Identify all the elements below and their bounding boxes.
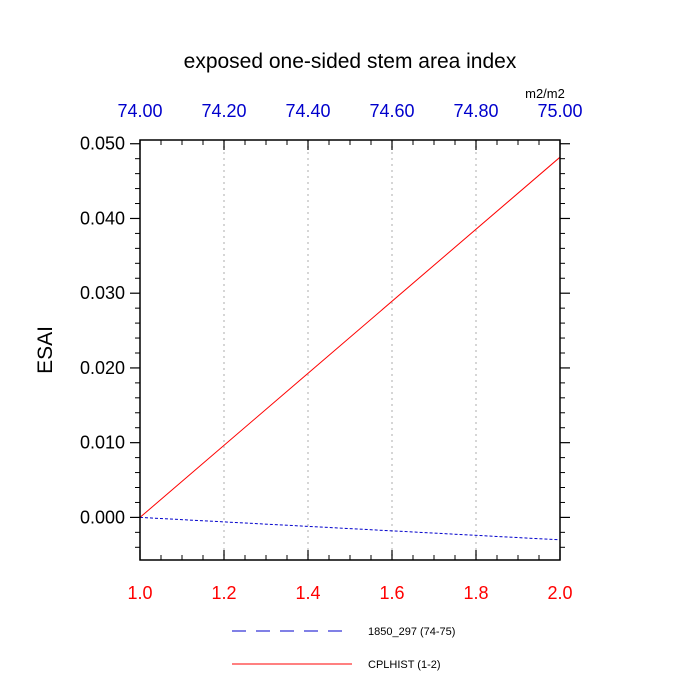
- top-tick-label: 74.80: [453, 101, 498, 121]
- series-line: [139, 156, 561, 518]
- units-label: m2/m2: [525, 86, 565, 101]
- top-tick-label: 74.60: [369, 101, 414, 121]
- x-tick-label: 1.6: [379, 583, 404, 603]
- y-tick-label: 0.000: [80, 507, 125, 527]
- x-tick-label: 1.0: [127, 583, 152, 603]
- top-tick-label: 75.00: [537, 101, 582, 121]
- y-tick-label: 0.020: [80, 358, 125, 378]
- y-tick-label: 0.030: [80, 283, 125, 303]
- y-tick-label: 0.050: [80, 134, 125, 154]
- plot-frame: [139, 139, 561, 561]
- legend: 1850_297 (74-75) CPLHIST (1-2): [232, 626, 455, 671]
- y-tick-label: 0.040: [80, 208, 125, 228]
- y-tick-label: 0.010: [80, 433, 125, 453]
- x-tick-label: 1.4: [295, 583, 320, 603]
- x-tick-label: 1.8: [463, 583, 488, 603]
- x-tick-label: 2.0: [547, 583, 572, 603]
- x-tick-label: 1.2: [211, 583, 236, 603]
- top-tick-label: 74.40: [285, 101, 330, 121]
- legend-label: CPLHIST (1-2): [368, 659, 441, 671]
- y-axis-label: ESAI: [34, 326, 57, 374]
- top-tick-label: 74.00: [117, 101, 162, 121]
- chart-title: exposed one-sided stem area index: [184, 50, 517, 73]
- legend-label: 1850_297 (74-75): [368, 626, 455, 638]
- series-layer: [139, 156, 561, 541]
- axes: 1.0 1.2 1.4 1.6 1.8 2.0 74.00 74.20 74.40 74.60 74…: [80, 101, 583, 603]
- grid: [223, 140, 477, 560]
- top-tick-label: 74.20: [201, 101, 246, 121]
- series-line: [139, 516, 561, 541]
